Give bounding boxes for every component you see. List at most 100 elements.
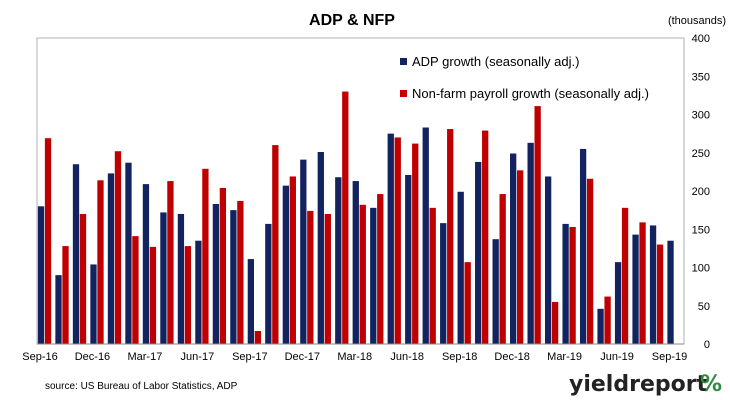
nfp-bar-Aug-17 (237, 200, 244, 344)
source-note: source: US Bureau of Labor Statistics, A… (45, 381, 238, 392)
adp-bar-Sep-17 (247, 259, 255, 344)
y-tick-350: 350 (692, 71, 710, 83)
nfp-bar-Dec-17 (307, 210, 314, 344)
x-tick-Mar-17: Mar-17 (127, 351, 162, 363)
x-tick-Dec-18: Dec-18 (494, 351, 529, 363)
brand-percent-icon: % (700, 372, 722, 397)
y-tick-labels: 0 50 100 150 200 250 300 350 400 (692, 33, 710, 351)
nfp-bar-Jun-17 (202, 168, 209, 344)
adp-bar-Sep-19 (667, 240, 674, 344)
brand-name: yieldreport (569, 372, 708, 397)
nfp-bar-Aug-19 (656, 244, 664, 344)
nfp-bar-Jun-18 (412, 143, 419, 344)
legend-label-nfp: Non-farm payroll growth (seasonally adj.… (412, 86, 649, 101)
adp-bar-Feb-19 (544, 176, 552, 344)
nfp-bar-Dec-18 (517, 170, 524, 344)
nfp-bar-May-19 (604, 296, 611, 344)
x-tick-Mar-19: Mar-19 (547, 351, 582, 363)
nfp-bar-Jan-19 (534, 106, 541, 344)
x-tick-Sep-19: Sep-19 (652, 351, 687, 363)
nfp-bar-Oct-18 (482, 130, 489, 344)
x-tick-Mar-18: Mar-18 (337, 351, 372, 363)
y-tick-300: 300 (692, 110, 710, 122)
nfp-bar-Jul-18 (429, 207, 436, 344)
legend-swatch-nfp (400, 90, 407, 97)
adp-bar-Nov-16 (72, 164, 80, 344)
x-tick-Sep-17: Sep-17 (232, 351, 267, 363)
nfp-bar-Sep-16 (44, 138, 52, 344)
nfp-bar-Mar-19 (569, 226, 576, 344)
nfp-bar-Feb-18 (342, 91, 349, 344)
nfp-bar-May-17 (184, 246, 192, 344)
adp-bar-Jun-19 (614, 262, 622, 344)
nfp-bar-Feb-17 (132, 236, 139, 344)
nfp-bar-Nov-18 (499, 194, 506, 344)
adp-bar-Apr-18 (370, 207, 377, 344)
adp-bar-Jan-17 (107, 173, 115, 344)
bars-group (37, 91, 674, 345)
adp-bar-Oct-18 (475, 161, 482, 344)
nfp-bar-Nov-17 (289, 176, 296, 344)
adp-bar-Jun-17 (195, 240, 202, 344)
units-label: (thousands) (668, 15, 726, 27)
nfp-bar-Oct-16 (62, 246, 69, 344)
adp-bar-Jul-18 (422, 127, 429, 344)
brand-logo: yieldreport % (569, 372, 722, 397)
x-tick-Jun-18: Jun-18 (390, 351, 424, 363)
chart-title: ADP & NFP (309, 12, 395, 29)
adp-bar-Mar-18 (352, 181, 359, 344)
nfp-bar-Apr-19 (586, 178, 594, 344)
y-tick-50: 50 (698, 301, 710, 313)
nfp-bar-Feb-19 (551, 301, 559, 344)
adp-bar-Jun-18 (405, 174, 412, 344)
x-tick-Sep-16: Sep-16 (22, 351, 57, 363)
x-tick-Dec-16: Dec-16 (75, 351, 110, 363)
adp-bar-Dec-18 (510, 153, 517, 344)
adp-bar-Aug-18 (440, 223, 447, 344)
nfp-bar-Jul-19 (639, 222, 646, 344)
nfp-bar-Mar-17 (149, 246, 157, 344)
y-tick-150: 150 (692, 224, 710, 236)
adp-bar-Mar-19 (562, 223, 569, 344)
legend: ADP growth (seasonally adj.) Non-farm pa… (400, 54, 649, 101)
x-tick-Jun-19: Jun-19 (600, 351, 634, 363)
nfp-bar-Apr-18 (377, 194, 384, 344)
adp-bar-Jan-19 (527, 142, 534, 344)
adp-bar-Jan-18 (317, 151, 324, 344)
adp-bar-Nov-18 (492, 239, 499, 344)
adp-bar-Feb-17 (125, 162, 132, 344)
adp-bar-Apr-19 (579, 148, 587, 344)
adp-bar-May-19 (597, 308, 604, 344)
x-tick-Dec-17: Dec-17 (285, 351, 320, 363)
nfp-bar-Jun-19 (621, 207, 629, 344)
adp-bar-Dec-16 (90, 264, 97, 344)
adp-bar-Oct-16 (55, 275, 62, 344)
nfp-bar-Dec-16 (97, 180, 104, 344)
nfp-bar-Jan-17 (114, 151, 122, 344)
adp-bar-Oct-17 (265, 223, 272, 344)
x-tick-Jun-17: Jun-17 (181, 351, 215, 363)
nfp-bar-Jan-18 (324, 213, 331, 344)
adp-bar-Aug-19 (649, 225, 657, 344)
adp-bar-Aug-17 (230, 210, 237, 345)
adp-bar-Feb-18 (335, 177, 342, 344)
adp-bar-Jul-17 (212, 204, 220, 344)
nfp-bar-Aug-18 (447, 129, 454, 344)
nfp-bar-Jul-17 (219, 187, 227, 344)
adp-bar-Sep-16 (37, 206, 45, 344)
nfp-bar-Sep-18 (464, 262, 471, 344)
adp-bar-Apr-17 (160, 212, 167, 344)
x-tick-labels: Sep-16 Dec-16 Mar-17 Jun-17 Sep-17 Dec-17 Mar-… (22, 351, 687, 363)
nfp-bar-Oct-17 (272, 145, 279, 344)
adp-bar-Dec-17 (300, 159, 307, 344)
nfp-bar-Nov-16 (79, 213, 87, 344)
legend-swatch-adp (400, 58, 407, 65)
adp-bar-Jul-19 (632, 234, 639, 344)
y-tick-400: 400 (692, 33, 710, 45)
y-tick-100: 100 (692, 263, 710, 275)
x-tick-Sep-18: Sep-18 (442, 351, 477, 363)
adp-bar-Mar-17 (142, 184, 150, 344)
legend-label-adp: ADP growth (seasonally adj.) (412, 54, 579, 69)
y-tick-200: 200 (692, 186, 710, 198)
nfp-bar-Mar-18 (359, 204, 366, 344)
